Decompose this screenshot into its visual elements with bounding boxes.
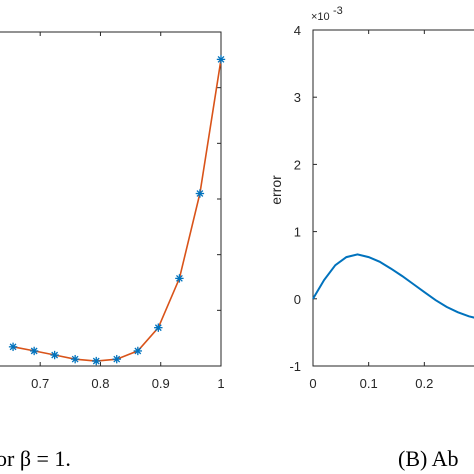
panel-b-x-tick-label: 0 <box>309 376 316 391</box>
panel-a-marker-stroke <box>30 347 38 355</box>
panel-a-marker-stroke <box>71 355 79 363</box>
panel-a-data-point <box>29 346 39 356</box>
panel-a-chart: 0.7 0.8 0.9 1 <box>0 31 226 391</box>
panel-a-x-tick-label: 0.7 <box>31 376 49 391</box>
panel-a-x-tick-label: 1 <box>217 376 224 391</box>
panel-b-chart: -1 0 1 2 3 4 0 0.1 0.2 ×10 -3 error <box>268 5 474 391</box>
panel-b-y-tick-label: -1 <box>289 359 301 374</box>
panel-a-data-point <box>175 274 184 283</box>
panel-b-x-tick-label: 0.2 <box>415 376 433 391</box>
panel-a-data-point <box>133 346 143 356</box>
panel-a-data-point <box>70 354 80 364</box>
panel-a-marker-stroke <box>154 324 162 332</box>
panel-b-y-tick-label: 4 <box>294 23 301 38</box>
panel-b-y-exponent: ×10 <box>311 11 330 23</box>
panel-a-marker-stroke <box>92 357 100 365</box>
panel-a-data-point <box>216 55 226 64</box>
panel-a-axes-box <box>0 31 222 367</box>
panel-a-data-point <box>112 354 121 364</box>
caption-a: or β = 1. <box>0 446 71 471</box>
panel-b-y-tick-label: 1 <box>294 225 301 240</box>
panel-a-series-line <box>12 59 222 362</box>
panel-a-data-point <box>154 323 163 332</box>
panel-a-marker-stroke <box>113 355 121 363</box>
panel-b-y-axis-title: error <box>268 175 284 205</box>
panel-a-marker-stroke <box>134 347 142 355</box>
panel-b-y-tick-label: 2 <box>294 157 301 172</box>
panel-a-x-tick-label: 0.9 <box>152 376 170 391</box>
panel-a-data-point <box>8 342 18 352</box>
panel-b-series-line <box>312 253 474 319</box>
panel-b-y-tick-label: 0 <box>294 292 301 307</box>
panel-a-marker-stroke <box>9 343 17 351</box>
panel-a-marker-stroke <box>196 190 204 197</box>
panel-a-marker-stroke <box>176 274 183 282</box>
panel-b-y-exponent-power: -3 <box>333 5 343 17</box>
panel-a-data-point <box>50 350 59 360</box>
panel-b-x-tick-label: 0.1 <box>360 376 378 391</box>
caption-b: (B) Ab <box>398 446 459 471</box>
panel-a-marker-stroke <box>51 351 59 359</box>
panel-a-data-point <box>195 189 205 198</box>
panel-a-x-tick-label: 0.8 <box>91 376 109 391</box>
panel-b-y-tick-label: 3 <box>294 90 301 105</box>
panel-a-marker-stroke <box>217 55 225 63</box>
panel-a-data-point <box>92 356 101 366</box>
panel-b-axes-box <box>312 29 474 367</box>
